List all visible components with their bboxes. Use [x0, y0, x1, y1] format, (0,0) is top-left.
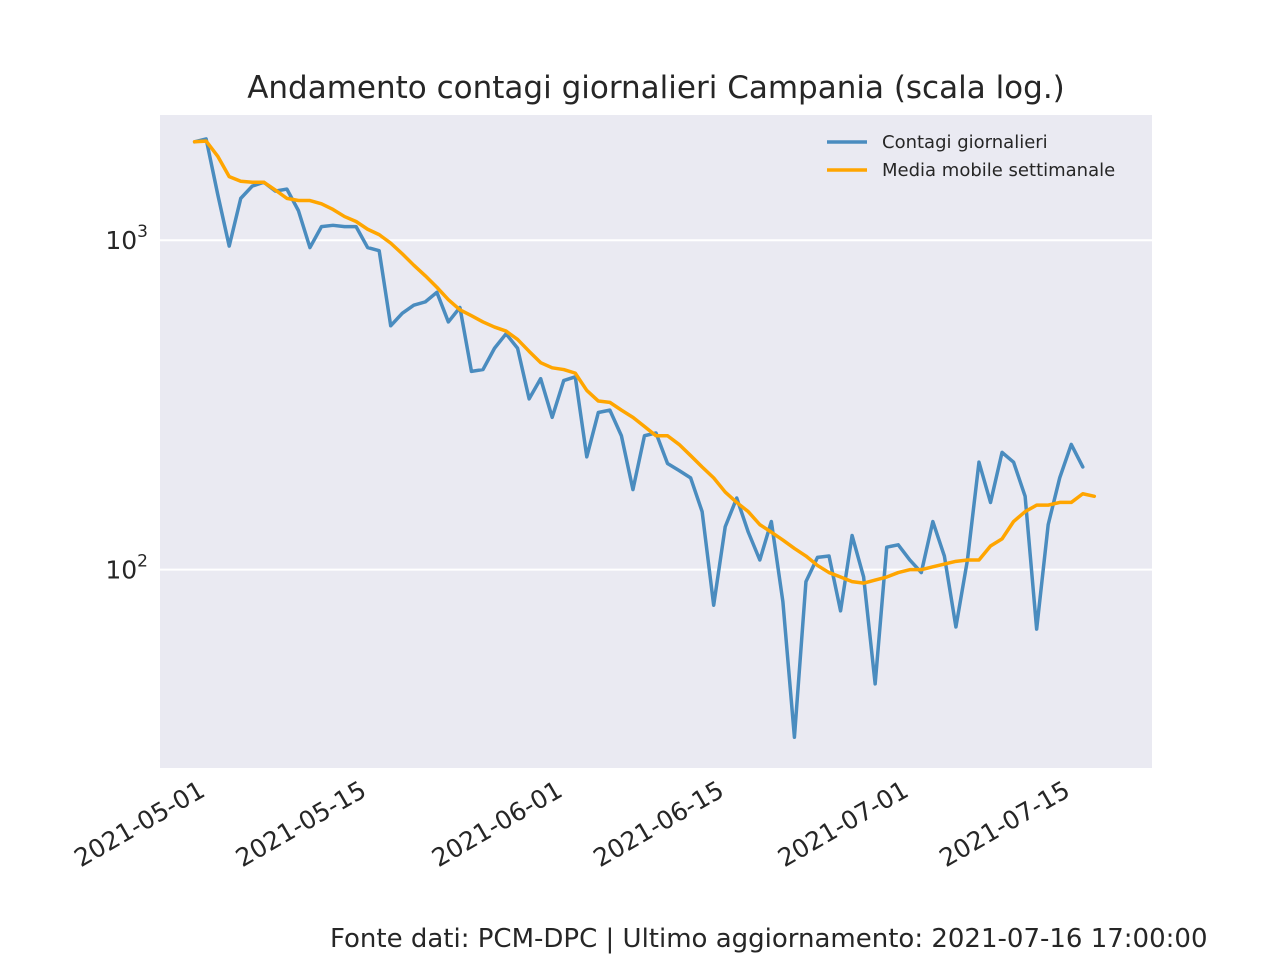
gridlines [160, 239, 1152, 571]
chart-title: Andamento contagi giornalieri Campania (… [247, 70, 1065, 106]
plot-area [160, 115, 1152, 768]
footer-source: Fonte dati: PCM-DPC | Ultimo aggiornamen… [330, 924, 1208, 954]
y-axis-ticks: 102 103 [105, 222, 148, 584]
x-tick-label: 2021-07-01 [773, 775, 913, 873]
legend: Contagi giornalieri Media mobile settiman… [827, 132, 1115, 181]
x-tick-label: 2021-06-15 [588, 775, 728, 873]
series-layer [192, 137, 1097, 739]
x-tick-label: 2021-05-15 [231, 775, 371, 873]
x-tick-label: 2021-05-01 [69, 775, 209, 873]
x-tick-label: 2021-06-01 [427, 775, 567, 873]
y-tick-label: 103 [105, 222, 148, 255]
x-tick-label: 2021-07-15 [934, 775, 1074, 873]
y-tick-label: 102 [105, 552, 148, 585]
series-daily-cases-line [192, 137, 1085, 739]
legend-label: Contagi giornalieri [882, 132, 1048, 153]
x-axis-ticks: 2021-05-01 2021-05-15 2021-06-01 2021-06-15… [69, 775, 1074, 873]
series-moving-average-line [192, 139, 1097, 585]
legend-label: Media mobile settimanale [882, 160, 1115, 181]
